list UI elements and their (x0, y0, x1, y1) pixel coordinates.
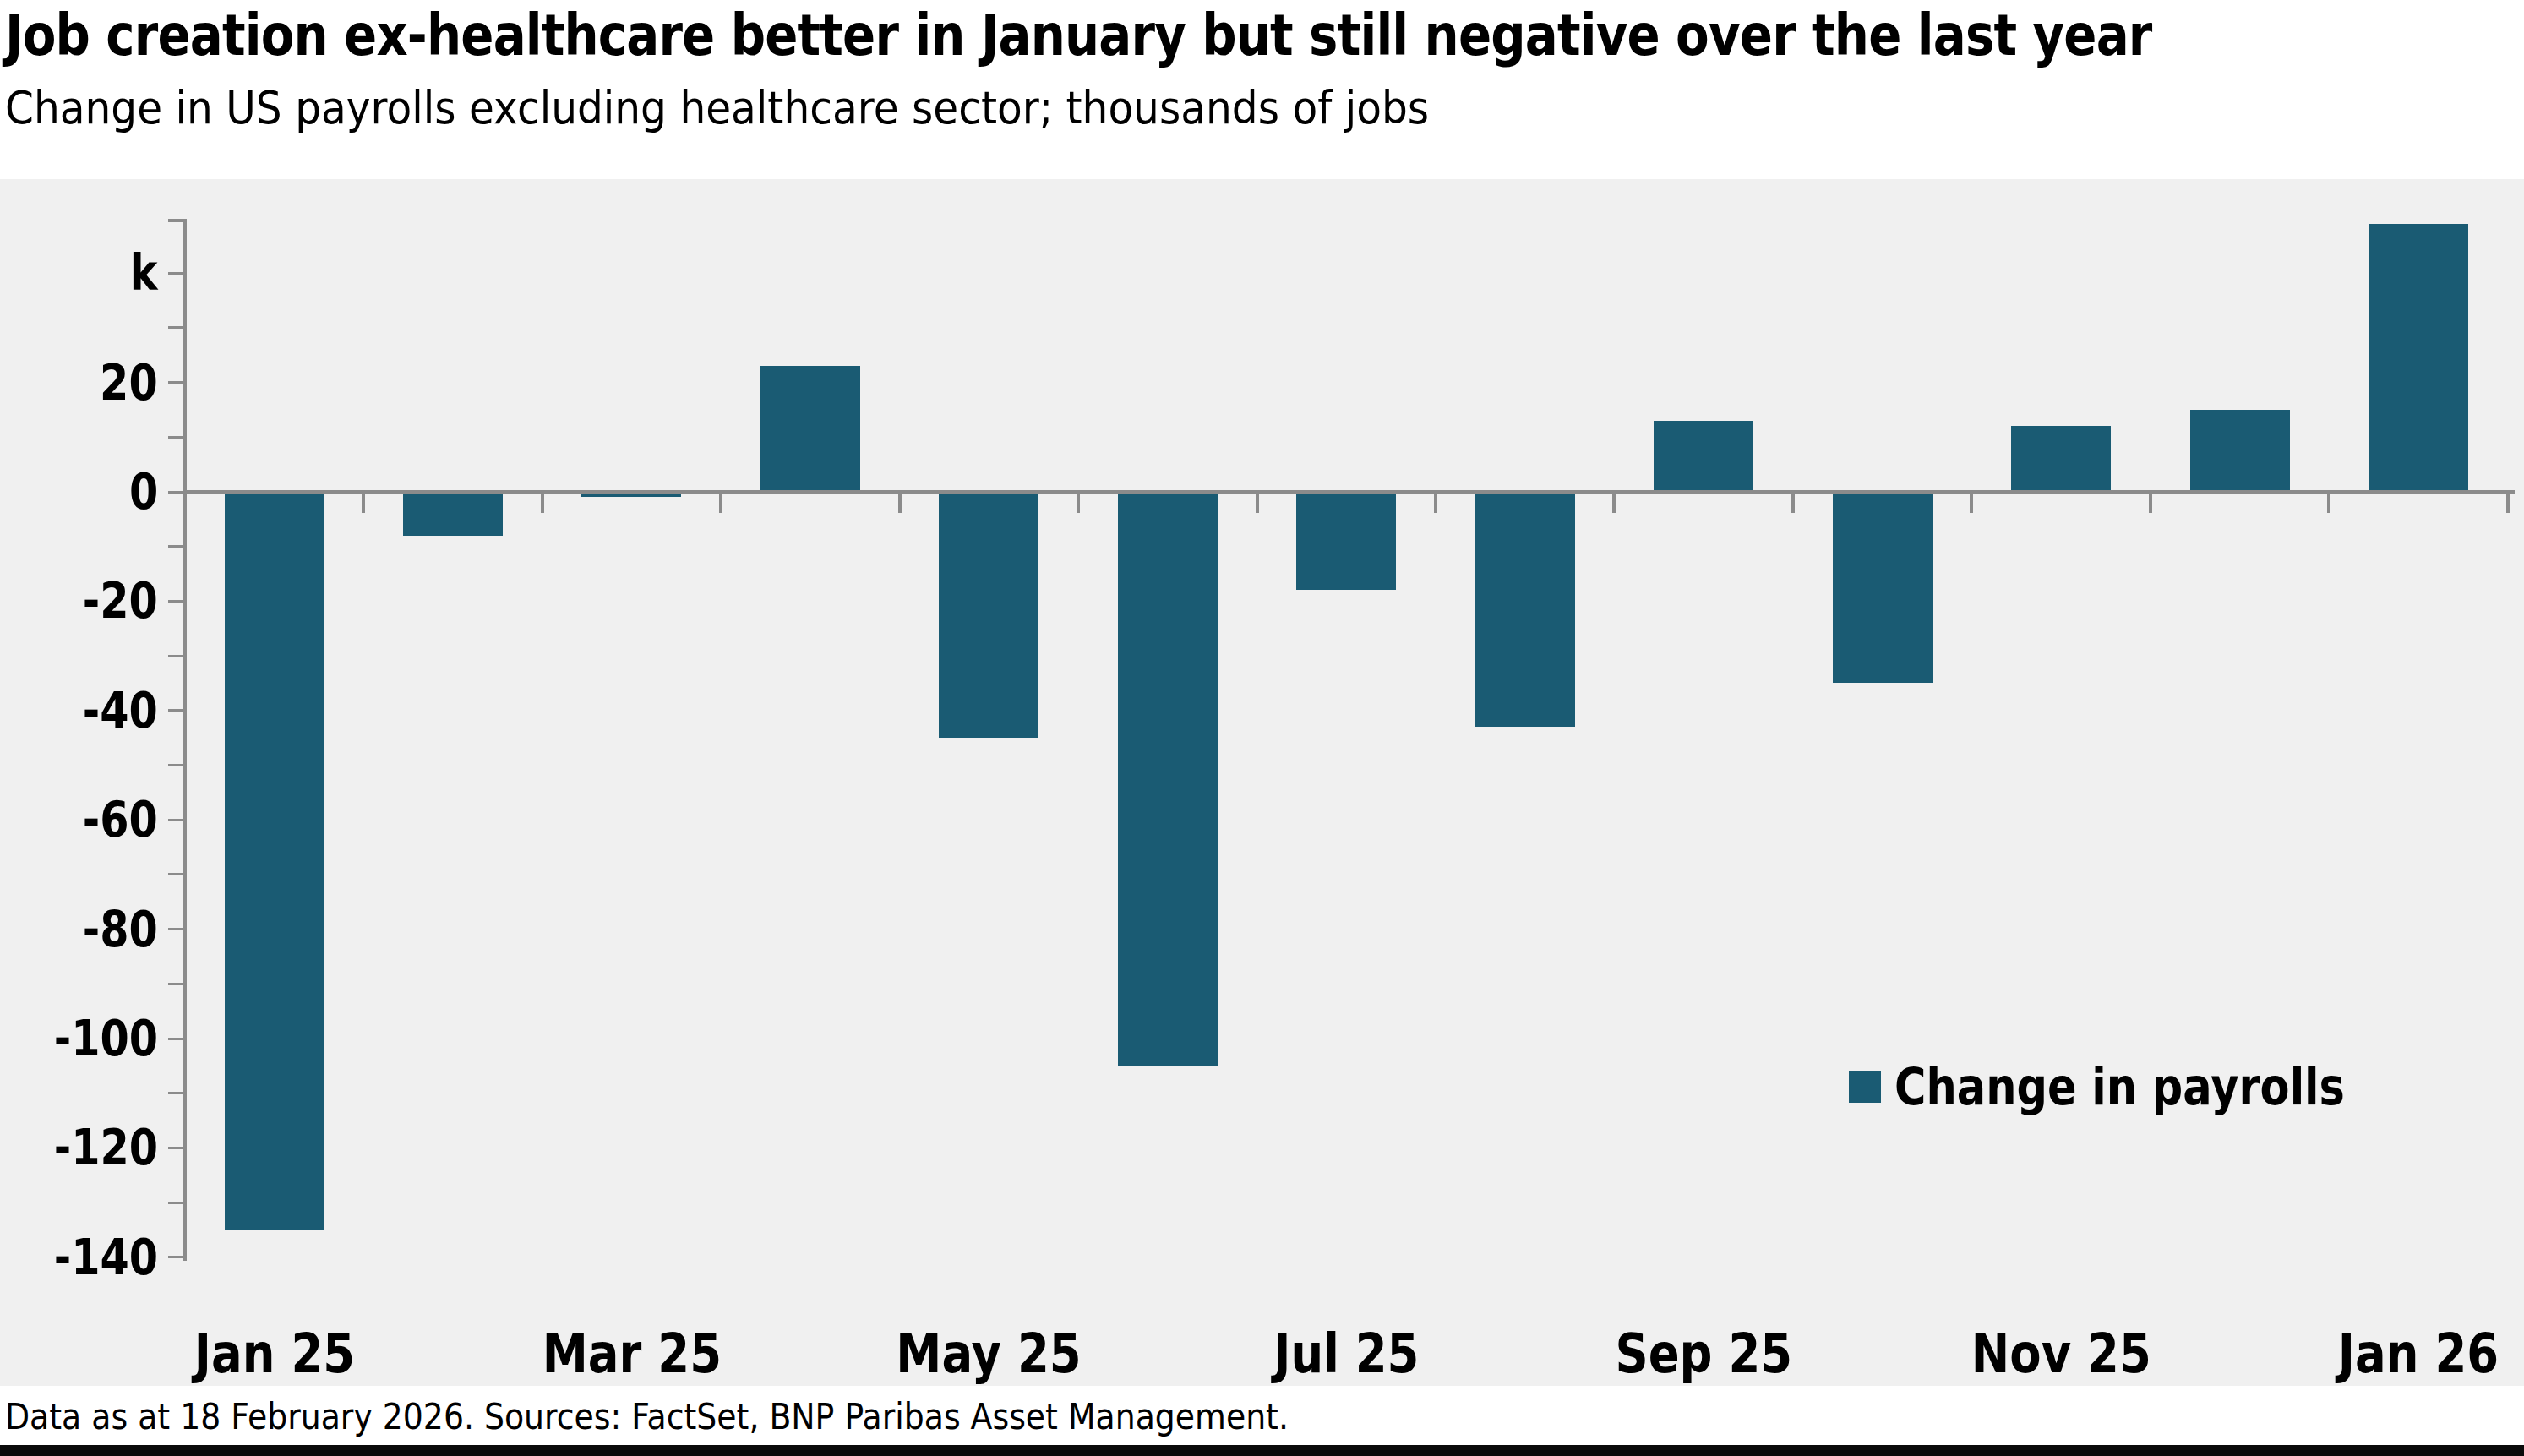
x-axis-label-jan-26: Jan 26 (2283, 1323, 2524, 1384)
y-axis-label--20: -20 (14, 576, 158, 625)
y-axis-label--80: -80 (14, 905, 158, 954)
bar-feb-25 (403, 492, 503, 536)
chart-legend: Change in payrolls (1849, 1061, 2424, 1112)
bar-oct-25 (1833, 492, 1933, 683)
x-tick-1 (362, 494, 365, 513)
bar-nov-25 (2011, 426, 2111, 492)
y-tick--30 (168, 655, 183, 657)
x-axis-label-jul-25: Jul 25 (1211, 1323, 1481, 1384)
bar-jan-25 (225, 492, 324, 1230)
y-tick--120 (168, 1147, 183, 1149)
y-tick--100 (168, 1038, 183, 1040)
bar-dec-25 (2190, 410, 2290, 492)
y-tick--70 (168, 873, 183, 875)
bar-apr-25 (760, 366, 860, 492)
x-tick-7 (1434, 494, 1437, 513)
y-tick-20 (168, 381, 183, 384)
bar-aug-25 (1475, 492, 1575, 727)
bar-jul-25 (1296, 492, 1396, 590)
y-tick--140 (168, 1256, 183, 1258)
legend-label: Change in payrolls (1894, 1061, 2424, 1112)
bar-jan-26 (2369, 224, 2468, 492)
y-tick-40 (168, 272, 183, 275)
bottom-brand-bar (0, 1445, 2524, 1456)
bar-sep-25 (1654, 421, 1753, 492)
y-axis-label--40: -40 (14, 686, 158, 735)
x-axis-label-may-25: May 25 (853, 1323, 1124, 1384)
y-axis-label--120: -120 (14, 1123, 158, 1172)
bar-may-25 (939, 492, 1038, 738)
y-tick--130 (168, 1202, 183, 1204)
x-axis-label-nov-25: Nov 25 (1926, 1323, 2196, 1384)
x-tick-11 (2149, 494, 2152, 513)
y-axis-spine (183, 219, 187, 1261)
y-tick-10 (168, 436, 183, 439)
y-tick--50 (168, 764, 183, 766)
page-title: Job creation ex-healthcare better in Jan… (5, 0, 2524, 74)
y-axis-label-40: k (14, 248, 158, 297)
legend-swatch-icon (1849, 1071, 1881, 1103)
x-tick-4 (898, 494, 902, 513)
x-tick-9 (1791, 494, 1795, 513)
x-tick-6 (1256, 494, 1259, 513)
x-tick-3 (719, 494, 722, 513)
y-axis-label-20: 20 (14, 358, 158, 407)
y-tick--40 (168, 709, 183, 712)
y-tick--80 (168, 928, 183, 930)
y-tick--90 (168, 983, 183, 985)
x-axis-label-mar-25: Mar 25 (496, 1323, 766, 1384)
y-axis-label--140: -140 (14, 1233, 158, 1282)
y-axis-label--60: -60 (14, 795, 158, 844)
source-note: Data as at 18 February 2026. Sources: Fa… (5, 1394, 1431, 1440)
y-tick--10 (168, 545, 183, 548)
y-tick-30 (168, 326, 183, 329)
x-tick-12 (2327, 494, 2330, 513)
x-tick-5 (1077, 494, 1080, 513)
y-axis-endcap (168, 219, 187, 222)
x-tick-13 (2506, 494, 2510, 513)
x-tick-10 (1970, 494, 1973, 513)
x-axis-label-sep-25: Sep 25 (1568, 1323, 1839, 1384)
chart-plot-area: k 20 0 -20 -40 -60 -80 -100 -120 -140 Jan 25 Mar 25… (0, 179, 2524, 1386)
x-axis-zero-line (183, 490, 2515, 494)
bar-jun-25 (1118, 492, 1218, 1066)
page-subtitle: Change in US payrolls excluding healthca… (5, 78, 1587, 139)
y-axis-label-0: 0 (14, 467, 158, 516)
x-axis-label-jan-25: Jan 25 (139, 1323, 410, 1384)
y-tick--110 (168, 1092, 183, 1094)
y-axis-label--100: -100 (14, 1014, 158, 1063)
x-tick-2 (541, 494, 544, 513)
y-tick--20 (168, 600, 183, 603)
y-tick-0 (168, 491, 183, 494)
x-tick-8 (1612, 494, 1616, 513)
y-tick--60 (168, 819, 183, 821)
